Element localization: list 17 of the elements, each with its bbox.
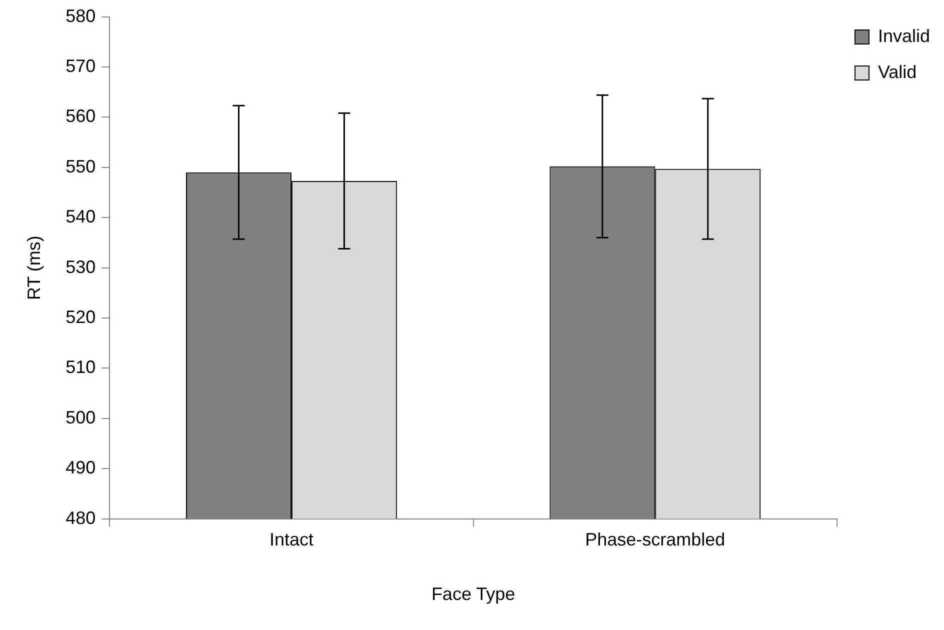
y-tick-label: 580	[66, 6, 96, 26]
legend-label: Valid	[878, 62, 917, 82]
y-tick-label: 540	[66, 206, 96, 227]
y-tick-label: 510	[66, 357, 96, 378]
y-tick-label: 560	[66, 106, 96, 126]
y-tick-label: 480	[66, 508, 96, 528]
x-tick-label: Phase-scrambled	[585, 530, 726, 550]
y-axis-title: RT (ms)	[24, 236, 44, 300]
x-axis-title: Face Type	[431, 584, 516, 604]
y-tick-label: 550	[66, 156, 96, 176]
y-tick-label: 500	[66, 407, 96, 428]
y-tick-label: 490	[66, 458, 96, 478]
legend-label: Invalid	[878, 26, 930, 46]
y-tick-label: 530	[66, 256, 96, 277]
x-tick-label: Intact	[269, 530, 314, 550]
y-tick-label: 520	[66, 306, 96, 327]
y-tick-label: 570	[66, 56, 96, 76]
